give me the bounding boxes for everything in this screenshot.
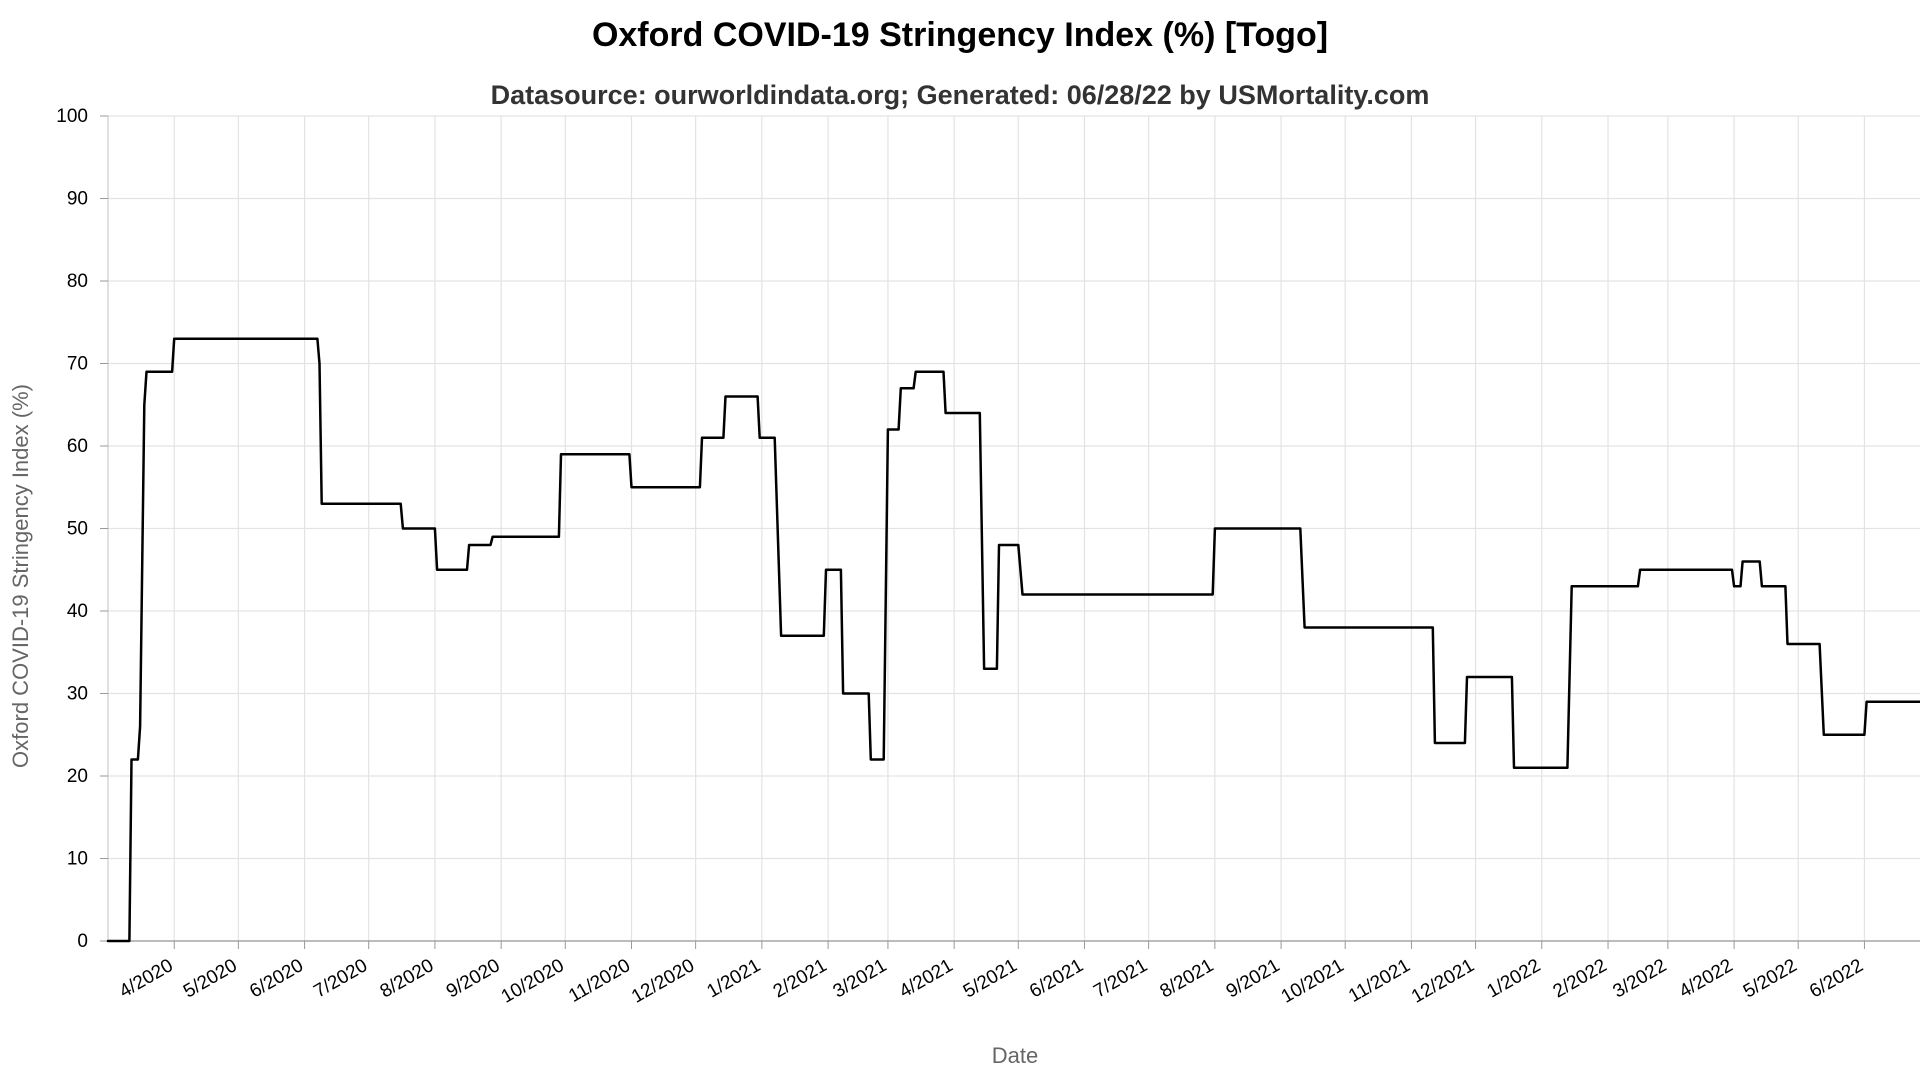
y-tick-label: 10 xyxy=(67,849,88,870)
y-tick-label: 40 xyxy=(67,601,88,622)
x-tick-label: 4/2022 xyxy=(1676,955,1737,1002)
x-tick-label: 9/2020 xyxy=(443,955,504,1002)
x-tick-label: 11/2020 xyxy=(565,955,634,1007)
x-tick-label: 2/2022 xyxy=(1550,955,1611,1002)
y-tick-label: 70 xyxy=(67,354,88,375)
x-axis-label: Date xyxy=(992,1043,1038,1068)
x-tick-label: 2/2021 xyxy=(770,955,831,1002)
x-tick-label: 7/2021 xyxy=(1090,955,1151,1002)
gridlines xyxy=(108,115,1920,942)
x-tick-label: 6/2022 xyxy=(1806,955,1867,1002)
x-tick-label: 5/2021 xyxy=(960,955,1021,1002)
y-tick-label: 30 xyxy=(67,684,88,705)
y-tick-label: 50 xyxy=(67,519,88,540)
x-tick-label: 6/2021 xyxy=(1026,955,1087,1002)
x-tick-label: 4/2021 xyxy=(896,955,957,1002)
x-tick-label: 8/2021 xyxy=(1157,955,1218,1002)
y-tick-label: 60 xyxy=(67,436,88,457)
y-tick-label: 100 xyxy=(56,106,88,127)
chart-subtitle: Datasource: ourworldindata.org; Generate… xyxy=(490,80,1430,110)
x-tick-label: 9/2021 xyxy=(1223,955,1284,1002)
y-tick-label: 90 xyxy=(67,189,88,210)
x-axis-ticks: 4/2020 5/2020 6/2020 7/2020 8/2020 9/202010/2… xyxy=(116,941,1867,1008)
series-line xyxy=(106,337,1920,943)
series-group xyxy=(106,337,1920,943)
x-tick-label: 3/2022 xyxy=(1610,955,1671,1002)
x-tick-label: 12/2021 xyxy=(1408,955,1478,1008)
x-tick-label: 1/2021 xyxy=(704,955,765,1002)
x-tick-label: 11/2021 xyxy=(1345,955,1414,1007)
x-tick-label: 7/2020 xyxy=(310,955,371,1002)
y-tick-label: 80 xyxy=(67,271,88,292)
x-tick-label: 12/2020 xyxy=(628,955,698,1008)
x-tick-label: 10/2021 xyxy=(1278,955,1348,1008)
x-tick-label: 5/2022 xyxy=(1740,955,1801,1002)
x-tick-label: 4/2020 xyxy=(116,955,177,1002)
x-tick-label: 10/2020 xyxy=(498,955,568,1008)
x-tick-label: 3/2021 xyxy=(830,955,891,1002)
y-axis-label: Oxford COVID-19 Stringency Index (%) xyxy=(8,384,33,768)
y-tick-label: 0 xyxy=(77,931,88,952)
x-tick-label: 6/2020 xyxy=(246,955,307,1002)
x-tick-label: 8/2020 xyxy=(377,955,438,1002)
y-tick-label: 20 xyxy=(67,766,88,787)
y-axis-ticks: 0 10 20 30 40 50 60 70 80 90 100 xyxy=(56,106,108,952)
x-tick-label: 1/2022 xyxy=(1483,955,1544,1002)
x-tick-label: 5/2020 xyxy=(180,955,241,1002)
chart-title: Oxford COVID-19 Stringency Index (%) [To… xyxy=(591,16,1329,54)
